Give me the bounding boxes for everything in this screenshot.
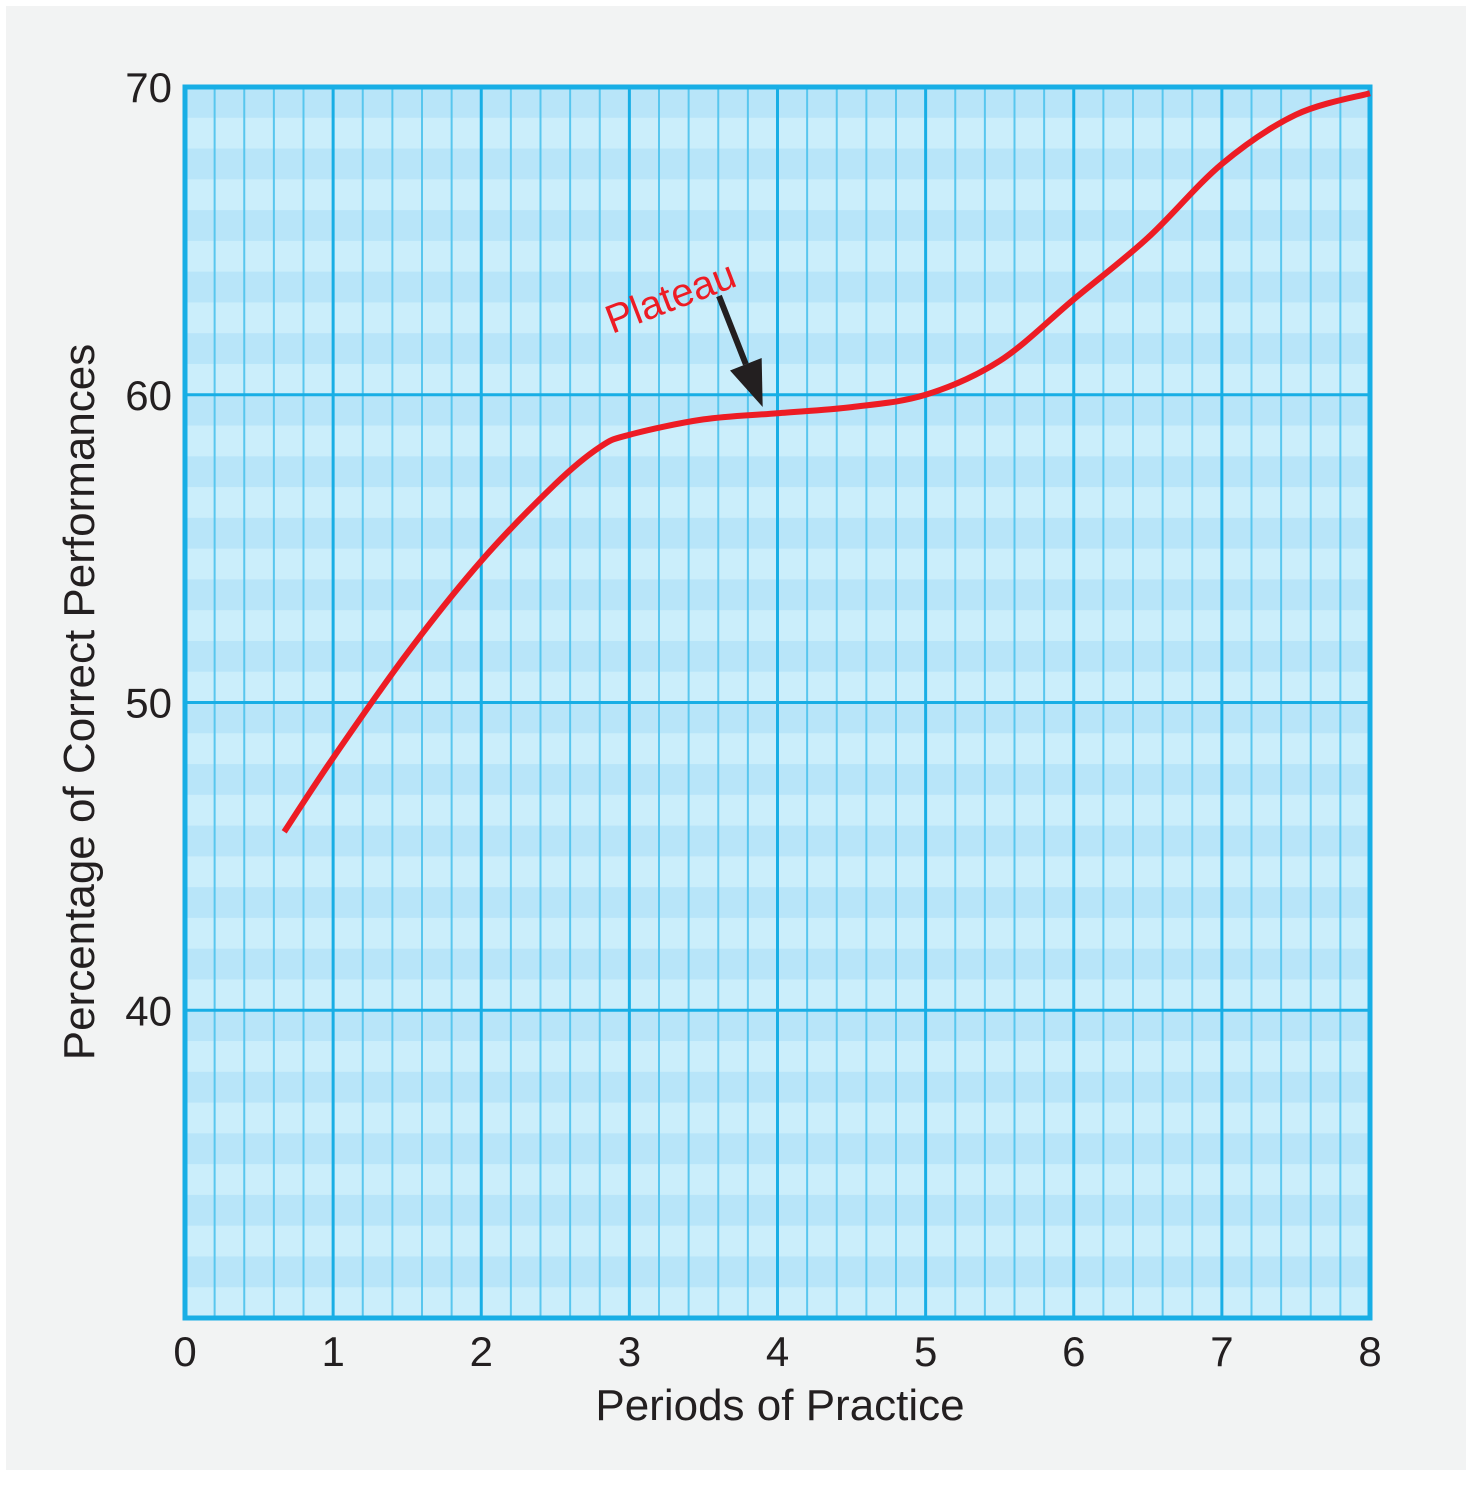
y-axis-label: Percentage of Correct Performances: [55, 344, 104, 1061]
grid: [182, 84, 1373, 1321]
x-tick-label-5: 5: [914, 1328, 937, 1375]
series-group: [281, 90, 1371, 834]
x-tick-labels: 0 1 2 3 4 5 6 7 8: [173, 1328, 1381, 1375]
y-tick-label-50: 50: [125, 680, 172, 727]
y-tick-label-60: 60: [125, 372, 172, 419]
series-line-0: [281, 90, 1371, 834]
annotation-arrow-head: [730, 358, 763, 408]
x-tick-label-0: 0: [173, 1328, 196, 1375]
x-tick-label-8: 8: [1358, 1328, 1381, 1375]
x-tick-label-1: 1: [321, 1328, 344, 1375]
x-axis-label: Periods of Practice: [595, 1381, 964, 1430]
x-tick-label-7: 7: [1210, 1328, 1233, 1375]
x-tick-label-3: 3: [618, 1328, 641, 1375]
plot-border: [182, 84, 1373, 1321]
x-tick-label-2: 2: [470, 1328, 493, 1375]
x-tick-label-4: 4: [766, 1328, 789, 1375]
y-tick-labels: 40 50 60 70: [125, 64, 172, 1034]
y-tick-label-40: 40: [125, 987, 172, 1034]
x-tick-label-6: 6: [1062, 1328, 1085, 1375]
annotation-arrow-line: [716, 294, 749, 366]
y-tick-label-70: 70: [125, 64, 172, 111]
